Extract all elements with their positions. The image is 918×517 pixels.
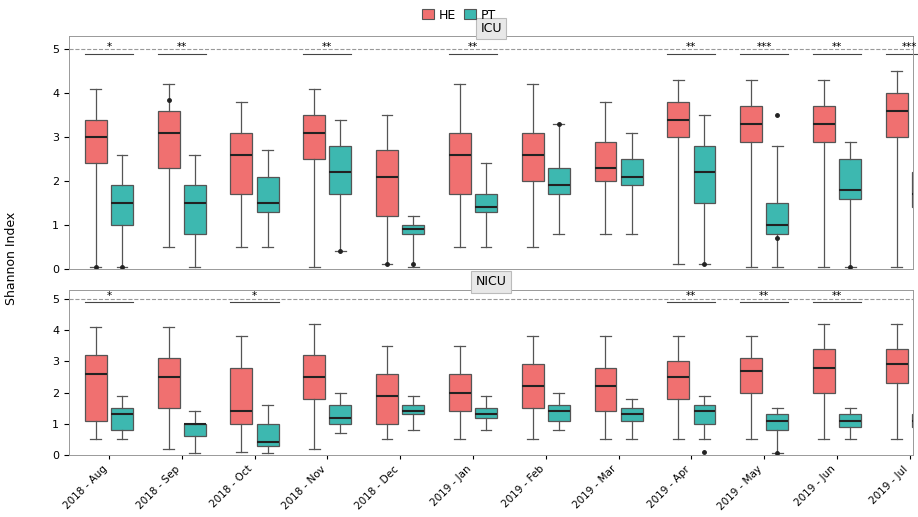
PathPatch shape [621,408,643,421]
PathPatch shape [740,358,762,392]
PathPatch shape [184,424,206,436]
Text: *: * [106,42,111,52]
PathPatch shape [303,115,325,159]
Text: **: ** [759,291,769,301]
PathPatch shape [667,102,689,137]
PathPatch shape [449,374,471,411]
Text: **: ** [176,42,187,52]
PathPatch shape [839,415,861,427]
PathPatch shape [693,146,715,203]
PathPatch shape [548,405,570,421]
Text: *: * [106,291,111,301]
PathPatch shape [912,172,918,207]
PathPatch shape [813,349,834,392]
PathPatch shape [111,186,133,225]
Text: Shannon Index: Shannon Index [5,212,17,305]
PathPatch shape [476,408,497,418]
Text: **: ** [687,42,697,52]
Text: ***: *** [902,42,917,52]
PathPatch shape [912,415,918,427]
PathPatch shape [886,93,908,137]
PathPatch shape [257,424,278,446]
PathPatch shape [667,361,689,399]
Text: **: ** [468,42,478,52]
PathPatch shape [158,111,180,168]
PathPatch shape [158,358,180,408]
Text: **: ** [832,42,842,52]
PathPatch shape [184,186,206,234]
Text: **: ** [687,291,697,301]
PathPatch shape [521,364,543,408]
PathPatch shape [376,150,397,216]
PathPatch shape [111,408,133,430]
PathPatch shape [330,146,352,194]
Text: **: ** [322,42,332,52]
Text: **: ** [832,291,842,301]
PathPatch shape [621,159,643,186]
PathPatch shape [476,194,497,212]
PathPatch shape [767,203,789,234]
PathPatch shape [402,405,424,415]
PathPatch shape [376,374,397,424]
PathPatch shape [257,177,278,212]
Legend: HE, PT: HE, PT [417,4,501,27]
PathPatch shape [767,415,789,430]
PathPatch shape [521,133,543,181]
PathPatch shape [84,355,106,421]
PathPatch shape [548,168,570,194]
PathPatch shape [84,119,106,163]
Title: NICU: NICU [476,276,507,288]
PathPatch shape [595,142,616,181]
PathPatch shape [402,225,424,234]
PathPatch shape [230,368,252,424]
PathPatch shape [693,405,715,424]
Text: ***: *** [756,42,772,52]
PathPatch shape [230,133,252,194]
PathPatch shape [330,405,352,424]
PathPatch shape [886,349,908,383]
PathPatch shape [595,368,616,411]
PathPatch shape [303,355,325,399]
PathPatch shape [449,133,471,194]
PathPatch shape [740,107,762,142]
PathPatch shape [813,107,834,142]
PathPatch shape [839,159,861,199]
Title: ICU: ICU [480,22,502,35]
Text: *: * [252,291,257,301]
